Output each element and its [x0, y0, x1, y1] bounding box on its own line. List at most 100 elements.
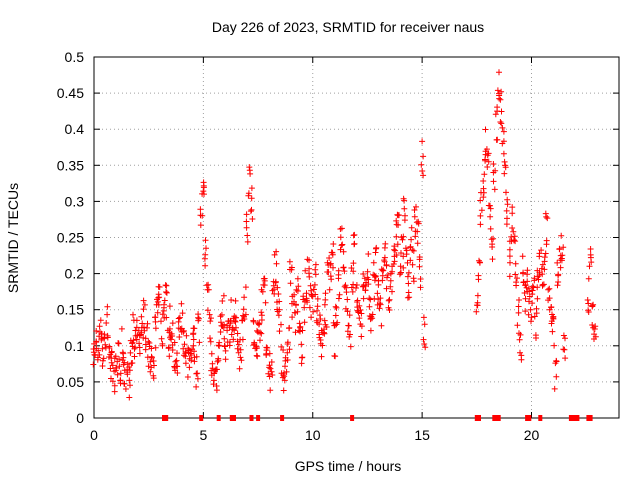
- data-point: [400, 233, 407, 240]
- data-point: [182, 353, 189, 360]
- data-point: [182, 360, 189, 367]
- data-point: [408, 236, 415, 243]
- data-point: [172, 358, 179, 365]
- data-point: [234, 345, 241, 352]
- data-point: [416, 263, 423, 270]
- data-point: [301, 319, 308, 326]
- data-point: [294, 288, 301, 294]
- data-point: [371, 295, 378, 302]
- data-point: [314, 303, 321, 310]
- data-point: [413, 203, 419, 210]
- data-point: [411, 207, 418, 213]
- data-point: [381, 254, 388, 261]
- data-point: [207, 335, 213, 342]
- data-point: [350, 268, 357, 275]
- data-point: [481, 171, 488, 178]
- data-point: [506, 253, 513, 260]
- data-point: [301, 304, 308, 311]
- data-point: [516, 297, 522, 303]
- data-point: [474, 302, 480, 309]
- data-point: [539, 261, 546, 268]
- data-point: [152, 325, 159, 332]
- data-point: [337, 246, 344, 253]
- data-point: [478, 207, 485, 214]
- data-point: [357, 307, 364, 313]
- data-point: [194, 375, 201, 382]
- data-point: [95, 347, 102, 354]
- data-point: [149, 354, 155, 361]
- gap-marker: [232, 415, 236, 421]
- data-point: [389, 288, 395, 295]
- data-point: [590, 301, 597, 308]
- data-point: [166, 303, 173, 310]
- data-point: [190, 336, 197, 343]
- data-point: [336, 291, 343, 298]
- data-point: [558, 232, 565, 239]
- data-point: [405, 280, 412, 287]
- data-point: [209, 360, 216, 367]
- data-point: [176, 334, 183, 340]
- data-point: [115, 340, 122, 347]
- data-point: [284, 349, 291, 356]
- data-point: [249, 216, 256, 222]
- data-point: [329, 249, 336, 256]
- data-point: [90, 346, 97, 352]
- data-point: [99, 357, 106, 364]
- data-point: [503, 221, 510, 228]
- data-point: [202, 251, 209, 258]
- data-point: [202, 262, 209, 269]
- data-point: [281, 377, 288, 384]
- data-point: [534, 295, 541, 302]
- data-point: [384, 272, 391, 278]
- y-tick-label: 0.5: [65, 49, 85, 65]
- data-point: [366, 295, 373, 302]
- data-point: [268, 359, 275, 365]
- data-point: [248, 185, 255, 192]
- data-point: [354, 299, 361, 305]
- data-point: [237, 346, 244, 353]
- gap-marker: [216, 415, 221, 421]
- data-point: [341, 283, 348, 290]
- data-point: [163, 289, 169, 295]
- data-point: [335, 295, 342, 302]
- gap-marker: [229, 415, 234, 421]
- data-point: [276, 328, 283, 335]
- data-point: [539, 271, 546, 278]
- gap-marker: [527, 415, 532, 421]
- data-point: [217, 313, 224, 320]
- data-point: [193, 383, 200, 390]
- data-point: [103, 320, 110, 326]
- data-point: [195, 315, 202, 322]
- data-point: [510, 228, 517, 235]
- data-point: [480, 194, 487, 201]
- data-point: [365, 281, 372, 288]
- data-point: [244, 232, 251, 239]
- data-point: [191, 358, 198, 365]
- data-point: [202, 237, 209, 244]
- data-point: [207, 318, 214, 325]
- data-point: [503, 189, 509, 196]
- data-point: [554, 282, 561, 289]
- data-point: [306, 270, 312, 277]
- data-point: [364, 274, 371, 281]
- data-point: [549, 328, 556, 335]
- data-point: [556, 246, 563, 253]
- data-point: [302, 267, 309, 274]
- data-point: [393, 252, 400, 258]
- data-point: [372, 273, 379, 280]
- data-point: [312, 291, 319, 298]
- data-point: [533, 335, 539, 341]
- data-point: [410, 278, 417, 285]
- data-point: [525, 285, 532, 292]
- data-point: [161, 301, 167, 308]
- data-point: [166, 353, 173, 360]
- data-point: [407, 243, 414, 250]
- data-point: [276, 298, 283, 305]
- data-point: [208, 315, 214, 322]
- data-point: [515, 303, 522, 310]
- data-point: [383, 285, 390, 292]
- data-point: [154, 309, 161, 316]
- data-point: [378, 266, 385, 273]
- data-point: [521, 290, 528, 296]
- data-point: [487, 213, 494, 220]
